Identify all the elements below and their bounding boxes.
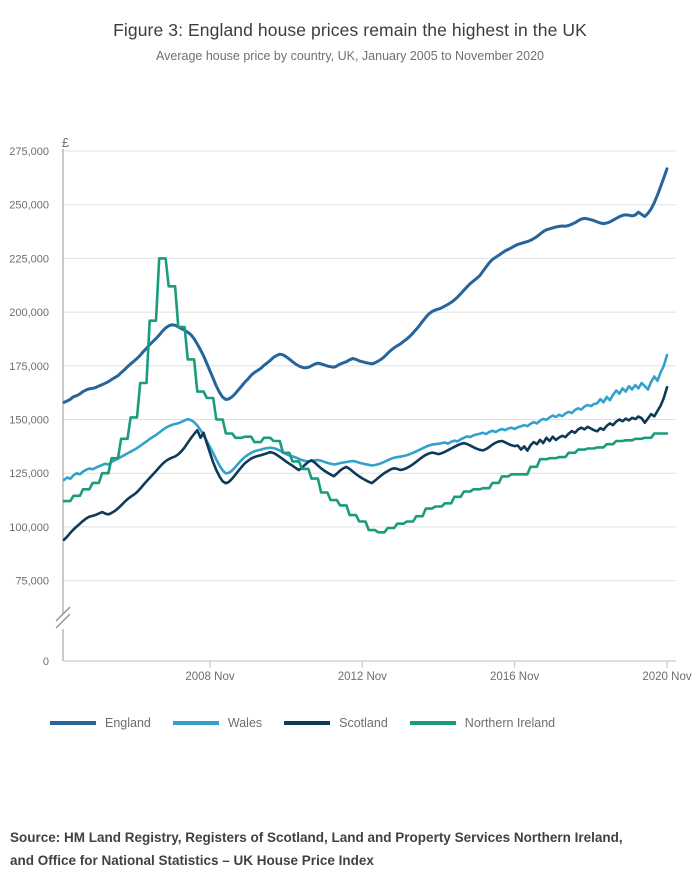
y-tick-label: 150,000: [9, 415, 49, 427]
series-line-wales: [62, 353, 669, 482]
axis-break-slash: [55, 613, 71, 629]
x-tick-label: 2012 Nov: [338, 671, 387, 683]
chart-legend: England Wales Scotland Northern Ireland: [50, 716, 555, 730]
legend-item-northern-ireland: Northern Ireland: [409, 716, 556, 730]
legend-item-england: England: [50, 716, 151, 730]
page-title: Figure 3: England house prices remain th…: [113, 19, 587, 40]
series-line-england: [62, 167, 669, 404]
y-tick-label: 75,000: [15, 576, 49, 588]
x-tick-label: 2016 Nov: [490, 671, 539, 683]
y-tick-label: 200,000: [9, 307, 49, 319]
y-tick-label: 125,000: [9, 468, 49, 480]
legend-label: England: [105, 716, 151, 730]
y-tick-label: 100,000: [9, 522, 49, 534]
source-line-2: and Office for National Statistics – UK …: [10, 852, 374, 868]
series-line-northern-ireland: [62, 257, 669, 534]
legend-item-scotland: Scotland: [284, 716, 388, 730]
legend-swatch: [284, 721, 331, 725]
legend-label: Wales: [227, 716, 263, 730]
y-tick-label: 175,000: [9, 361, 49, 373]
series-line-scotland: [62, 385, 669, 542]
legend-swatch: [409, 721, 456, 725]
y-tick-label: 275,000: [9, 146, 49, 158]
source-line-1: Source: HM Land Registry, Registers of S…: [10, 829, 623, 845]
axis-break-slash: [55, 606, 71, 622]
y-tick-label: 250,000: [9, 200, 49, 212]
legend-label: Northern Ireland: [464, 716, 556, 730]
y-zero-label: 0: [43, 656, 49, 668]
chart-subtitle: Average house price by country, UK, Janu…: [156, 48, 544, 63]
x-tick-label: 2008 Nov: [185, 671, 234, 683]
source-note: Source: HM Land Registry, Registers of S…: [10, 826, 686, 872]
line-chart: 275,000 250,000 225,000 200,000 175,000 150,0…: [9, 136, 692, 683]
legend-label: Scotland: [339, 716, 388, 730]
legend-item-wales: Wales: [172, 716, 263, 730]
currency-symbol-label: £: [62, 136, 69, 150]
legend-swatch: [50, 721, 96, 725]
legend-swatch: [172, 721, 219, 725]
y-tick-label: 225,000: [9, 253, 49, 265]
x-tick-label: 2020 Nov: [642, 671, 691, 683]
